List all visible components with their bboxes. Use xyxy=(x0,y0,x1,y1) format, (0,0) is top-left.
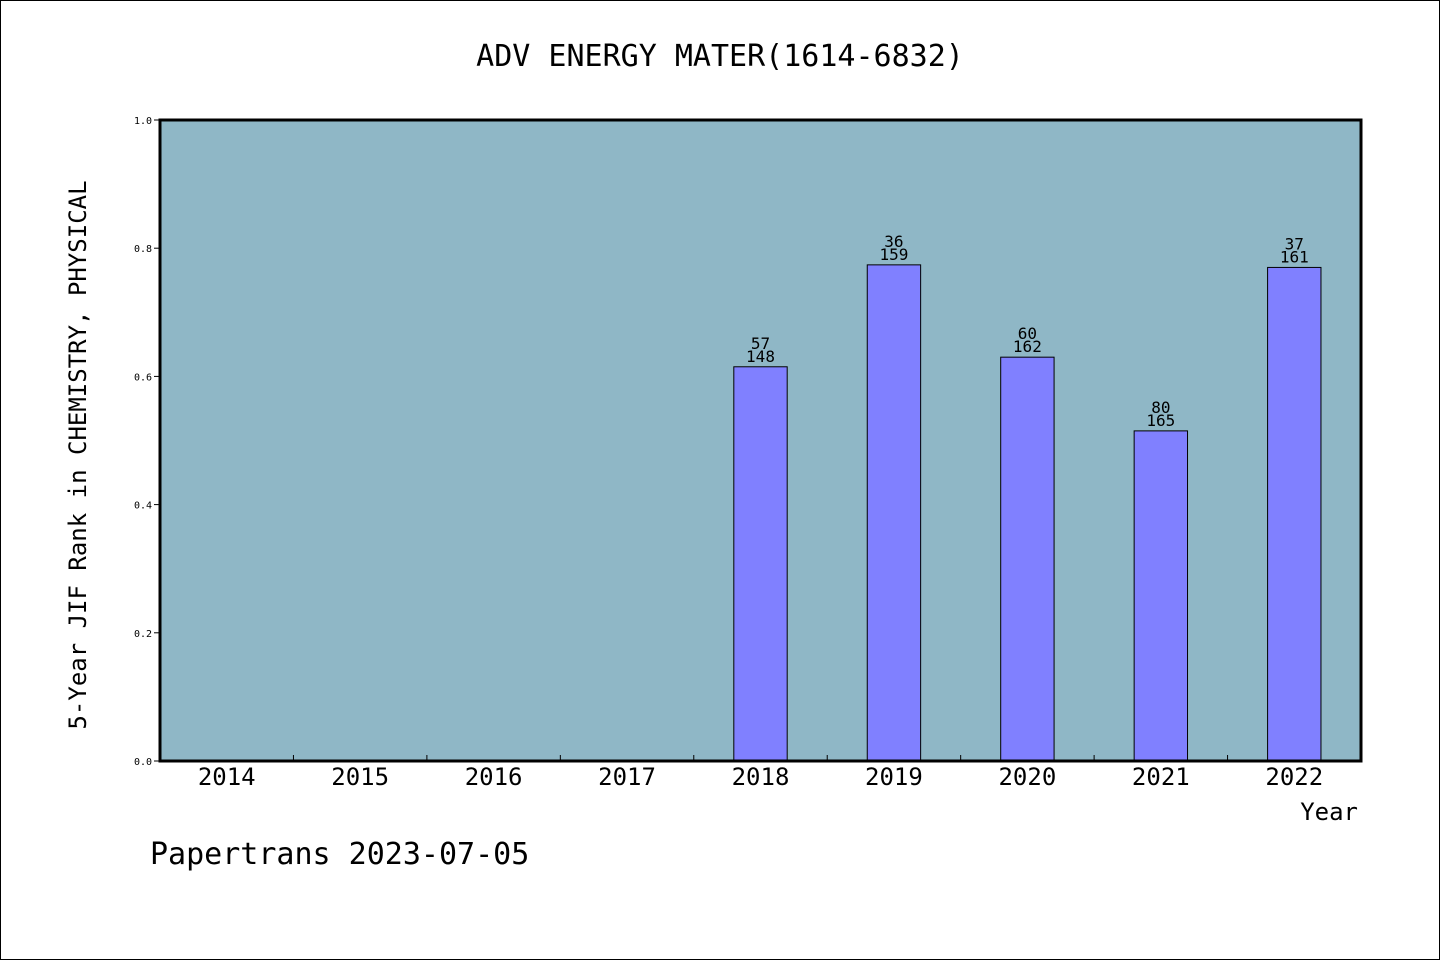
x-tick-label-2022: 2022 xyxy=(1265,763,1323,791)
plot-border xyxy=(158,118,1363,763)
x-tick-label-2021: 2021 xyxy=(1132,763,1190,791)
y-tick-label-0.6: 0.6 xyxy=(134,372,152,383)
y-tick-label-0.8: 0.8 xyxy=(134,244,152,255)
footer-text: Papertrans 2023-07-05 xyxy=(150,837,529,872)
bar-total-label-2019: 159 xyxy=(879,245,908,264)
bar-2019 xyxy=(866,264,922,762)
bar-2022 xyxy=(1267,266,1322,762)
x-tick-label-2017: 2017 xyxy=(598,763,656,791)
x-ticks-group: 2014 2015 2016 2017 2018 2019 2020 2021 2022 xyxy=(198,755,1323,791)
x-tick-label-2020: 2020 xyxy=(998,763,1056,791)
bar-rank-label-2022: 37 xyxy=(1285,234,1304,253)
y-tick-label-0.4: 0.4 xyxy=(134,501,152,512)
bar-rank-label-2019: 36 xyxy=(884,232,903,251)
bar-rank-label-2018: 57 xyxy=(751,334,770,353)
x-tick-label-2014: 2014 xyxy=(198,763,256,791)
bar-rank-label-2021: 80 xyxy=(1151,398,1170,417)
y-tick-label-0.0: 0.0 xyxy=(134,757,152,768)
chart-title: ADV ENERGY MATER(1614-6832) xyxy=(476,39,964,74)
bar-2021 xyxy=(1133,430,1189,762)
y-tick-label-0.2: 0.2 xyxy=(134,629,152,640)
y-ticks-group: 0.0 0.2 0.4 0.6 0.8 1.0 xyxy=(134,116,160,768)
bar-total-label-2022: 161 xyxy=(1280,247,1309,266)
bar-rank-label-2020: 60 xyxy=(1018,324,1037,343)
bar-total-label-2020: 162 xyxy=(1013,337,1042,356)
y-tick-label-1.0: 1.0 xyxy=(134,116,152,127)
x-tick-label-2018: 2018 xyxy=(732,763,790,791)
y-axis-label: 5-Year JIF Rank in CHEMISTRY, PHYSICAL xyxy=(64,180,92,729)
bar-2018 xyxy=(733,366,788,762)
x-axis-label: Year xyxy=(1300,798,1358,826)
x-tick-label-2019: 2019 xyxy=(865,763,923,791)
bar-total-label-2021: 165 xyxy=(1146,411,1175,430)
bar-2020 xyxy=(1000,356,1055,762)
x-tick-label-2015: 2015 xyxy=(331,763,389,791)
x-tick-label-2016: 2016 xyxy=(465,763,523,791)
bar-total-label-2018: 148 xyxy=(746,347,775,366)
bars-group xyxy=(733,264,1322,762)
